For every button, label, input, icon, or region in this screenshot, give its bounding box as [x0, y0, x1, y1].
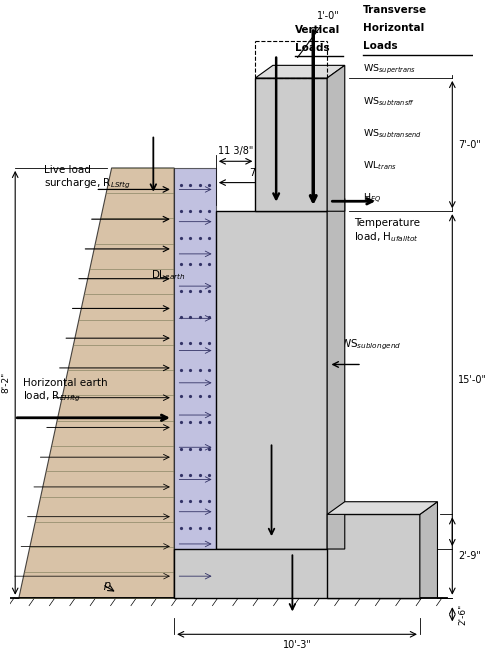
Text: WS$_{sublongend}$: WS$_{sublongend}$	[340, 337, 401, 352]
Text: Loads: Loads	[295, 43, 329, 53]
Text: 2'-9": 2'-9"	[458, 551, 481, 561]
Polygon shape	[255, 66, 345, 78]
Text: Vertical: Vertical	[295, 25, 340, 35]
Text: Horizontal: Horizontal	[363, 23, 424, 33]
Text: WL$_{trans}$: WL$_{trans}$	[363, 159, 397, 172]
Polygon shape	[327, 199, 345, 549]
Text: H$_{EQ}$: H$_{EQ}$	[363, 191, 381, 205]
Text: Horizontal earth
load, R$_{EHftg}$: Horizontal earth load, R$_{EHftg}$	[23, 378, 107, 404]
Text: Live load
surcharge, R$_{LSftg}$: Live load surcharge, R$_{LSftg}$	[44, 165, 131, 191]
Text: 8'-2": 8'-2"	[1, 372, 10, 393]
Bar	[174, 549, 420, 597]
Point	[470, 51, 476, 59]
Text: DL$_{stem}$: DL$_{stem}$	[259, 318, 293, 332]
Text: R$_{DCtot}$: R$_{DCtot}$	[295, 128, 323, 141]
Text: R$_{DWtot}$: R$_{DWtot}$	[295, 161, 325, 173]
Text: WS$_{supertrans}$: WS$_{supertrans}$	[363, 64, 416, 76]
Text: 2'-6": 2'-6"	[458, 603, 467, 625]
Text: 10'-3": 10'-3"	[283, 640, 311, 650]
Text: Loads: Loads	[363, 41, 398, 51]
Point	[360, 51, 366, 59]
Point	[292, 52, 298, 60]
Text: 1'-0": 1'-0"	[298, 11, 339, 58]
Text: 7 1/2": 7 1/2"	[250, 168, 279, 178]
Text: WS$_{subtransend}$: WS$_{subtransend}$	[363, 127, 422, 140]
Polygon shape	[174, 168, 216, 597]
Text: R$_{LLmin}$: R$_{LLmin}$	[295, 96, 323, 109]
Point	[340, 52, 346, 60]
Text: DL$_{ftg}$: DL$_{ftg}$	[276, 537, 302, 551]
Bar	[327, 514, 420, 597]
Polygon shape	[19, 168, 174, 597]
Text: 7'-0": 7'-0"	[458, 140, 481, 150]
Text: p: p	[104, 579, 110, 589]
Polygon shape	[327, 502, 437, 514]
Text: 15'-0": 15'-0"	[458, 375, 487, 385]
Text: WS$_{subtransff}$: WS$_{subtransff}$	[363, 95, 415, 108]
Text: DL$_{earth}$: DL$_{earth}$	[151, 268, 186, 282]
Polygon shape	[327, 66, 345, 211]
Polygon shape	[420, 502, 437, 597]
Text: Temperature
load, H$_{ufalltot}$: Temperature load, H$_{ufalltot}$	[354, 218, 420, 244]
Text: 3'-6": 3'-6"	[260, 419, 283, 429]
Text: 11 3/8": 11 3/8"	[218, 146, 253, 156]
Text: Transverse: Transverse	[363, 5, 427, 15]
Bar	[255, 78, 327, 211]
Text: DL$_{bw}$: DL$_{bw}$	[258, 149, 284, 163]
Text: R$_{LLmax}$: R$_{LLmax}$	[295, 65, 326, 77]
Bar	[216, 211, 327, 549]
